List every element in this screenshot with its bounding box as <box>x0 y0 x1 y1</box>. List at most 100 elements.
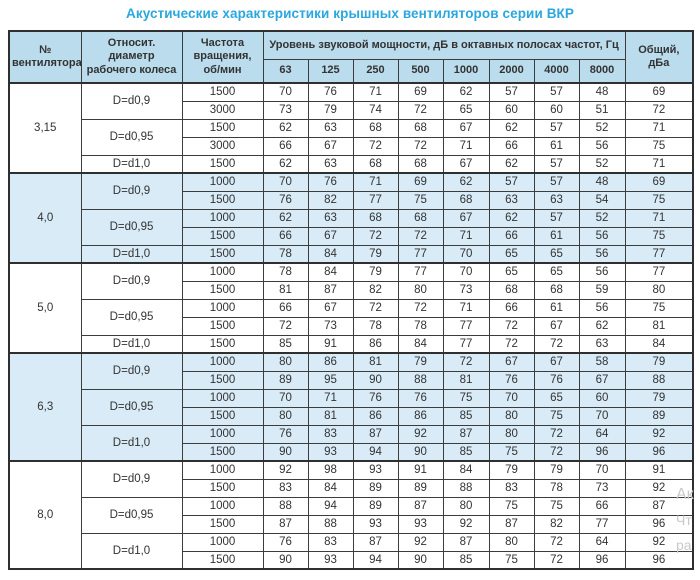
header-row-octaves: 63 125 250 500 1000 2000 4000 8000 <box>9 58 693 84</box>
value-cell: 68 <box>442 190 490 210</box>
value-cell: 62 <box>578 316 626 336</box>
diameter-cell: D=d0,9 <box>80 460 183 498</box>
value-cell: 67 <box>442 154 490 174</box>
diameter-cell: D=d0,95 <box>80 496 183 534</box>
value-cell: 60 <box>578 388 626 408</box>
value-cell: 63 <box>578 334 626 354</box>
speed-cell: 1500 <box>181 334 264 354</box>
value-cell: 92 <box>397 424 444 444</box>
value-cell: 68 <box>488 280 535 300</box>
diameter-cell: D=d0,9 <box>80 172 183 210</box>
value-cell: 88 <box>397 370 444 390</box>
value-cell: 76 <box>262 190 309 210</box>
total-cell: 80 <box>624 280 694 300</box>
value-cell: 80 <box>442 496 490 516</box>
value-cell: 80 <box>262 352 309 372</box>
value-cell: 91 <box>397 460 444 480</box>
value-cell: 62 <box>442 82 490 102</box>
value-cell: 65 <box>488 244 535 264</box>
value-cell: 96 <box>578 442 626 462</box>
table-row: D=d1,0 1000 76 83 87 92 87 80 72 64 92 <box>9 424 694 462</box>
diameter-cell: D=d0,9 <box>80 352 183 390</box>
value-cell: 73 <box>442 280 490 300</box>
value-cell: 71 <box>307 388 354 408</box>
table-header: № вентилятора Относит. диаметр рабочего … <box>8 30 694 84</box>
table-row: 1500 90 93 94 90 85 75 72 96 96 <box>9 550 694 570</box>
value-cell: 65 <box>442 100 490 120</box>
speed-cell: 1500 <box>181 190 264 210</box>
acoustic-table: № вентилятора Относит. диаметр рабочего … <box>8 30 695 570</box>
table-row: 1500 66 67 72 72 71 66 61 56 75 <box>9 226 694 246</box>
value-cell: 83 <box>307 424 354 444</box>
speed-cell: 1500 <box>181 154 264 174</box>
value-cell: 69 <box>397 82 444 102</box>
fan-number-cell: 8,0 <box>8 460 82 570</box>
value-cell: 76 <box>352 388 399 408</box>
diameter-cell: D=d0,95 <box>80 208 183 246</box>
value-cell: 72 <box>262 316 309 336</box>
value-cell: 59 <box>578 280 626 300</box>
speed-cell: 1500 <box>181 244 264 264</box>
table-row: D=d1,0 1500 85 91 86 84 77 72 72 63 84 <box>9 334 694 354</box>
value-cell: 77 <box>578 514 626 534</box>
value-cell: 68 <box>533 280 580 300</box>
table-row: 1500 83 84 89 89 88 83 78 73 92 <box>9 478 694 498</box>
value-cell: 90 <box>262 442 309 462</box>
value-cell: 72 <box>352 136 399 156</box>
value-cell: 68 <box>397 208 444 228</box>
total-cell: 96 <box>624 442 694 462</box>
value-cell: 86 <box>352 334 399 354</box>
value-cell: 75 <box>442 388 490 408</box>
value-cell: 70 <box>442 244 490 264</box>
diameter-cell: D=d1,0 <box>80 154 183 174</box>
value-cell: 64 <box>578 532 626 552</box>
total-cell: 72 <box>624 100 694 120</box>
value-cell: 83 <box>307 532 354 552</box>
table-row: 1500 89 95 90 88 81 76 76 67 88 <box>9 370 694 390</box>
value-cell: 83 <box>262 478 309 498</box>
value-cell: 75 <box>533 496 580 516</box>
value-cell: 86 <box>352 406 399 426</box>
value-cell: 93 <box>352 460 399 480</box>
value-cell: 66 <box>262 298 309 318</box>
total-cell: 71 <box>624 154 694 174</box>
value-cell: 88 <box>262 496 309 516</box>
value-cell: 60 <box>488 100 535 120</box>
value-cell: 58 <box>578 352 626 372</box>
value-cell: 81 <box>352 352 399 372</box>
value-cell: 60 <box>533 100 580 120</box>
total-cell: 79 <box>624 388 694 408</box>
header-octave-125: 125 <box>307 58 354 84</box>
value-cell: 89 <box>352 496 399 516</box>
speed-cell: 1000 <box>181 460 264 480</box>
value-cell: 66 <box>488 298 535 318</box>
value-cell: 79 <box>352 262 399 282</box>
table-row: D=d0,95 1000 62 63 68 68 67 62 57 52 71 <box>9 208 694 246</box>
diameter-cell: D=d0,95 <box>80 388 183 426</box>
header-octave-4000: 4000 <box>533 58 580 84</box>
total-cell: 75 <box>624 136 694 156</box>
value-cell: 87 <box>442 424 490 444</box>
value-cell: 57 <box>533 82 580 102</box>
value-cell: 67 <box>307 136 354 156</box>
speed-cell: 1500 <box>181 280 264 300</box>
fan-number-cell: 5,0 <box>8 262 82 354</box>
fan-number-cell: 4,0 <box>8 172 82 264</box>
value-cell: 92 <box>442 514 490 534</box>
diameter-cell: D=d0,95 <box>80 118 183 156</box>
table-row: 1500 80 81 86 86 85 80 75 70 89 <box>9 406 694 426</box>
value-cell: 91 <box>307 334 354 354</box>
diameter-cell: D=d1,0 <box>80 244 183 264</box>
value-cell: 52 <box>578 154 626 174</box>
value-cell: 80 <box>488 406 535 426</box>
value-cell: 66 <box>578 496 626 516</box>
value-cell: 66 <box>488 136 535 156</box>
value-cell: 65 <box>533 388 580 408</box>
value-cell: 68 <box>397 118 444 138</box>
value-cell: 72 <box>533 532 580 552</box>
table-row: 3,15 D=d0,9 1500 70 76 71 69 62 57 57 48 69 <box>8 82 694 174</box>
value-cell: 68 <box>352 154 399 174</box>
value-cell: 72 <box>533 424 580 444</box>
total-cell: 75 <box>624 226 694 246</box>
speed-cell: 1500 <box>181 82 264 102</box>
